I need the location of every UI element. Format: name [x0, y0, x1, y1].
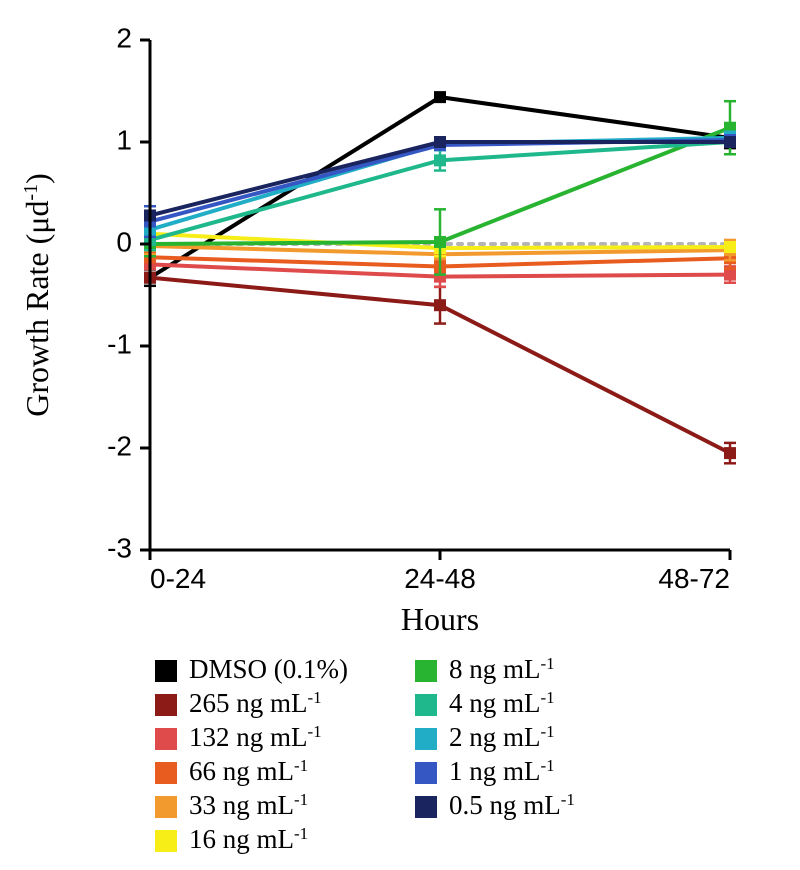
- legend-label: 66 ng mL-1: [189, 756, 308, 787]
- legend-swatch: [155, 762, 177, 784]
- legend-label: 4 ng mL-1: [449, 688, 555, 719]
- legend-label: 8 ng mL-1: [449, 654, 555, 685]
- series-marker: [434, 236, 446, 248]
- y-tick-label: 0: [116, 226, 132, 257]
- series-marker: [724, 241, 736, 253]
- series-marker: [434, 299, 446, 311]
- legend-label: 16 ng mL-1: [189, 824, 308, 855]
- series-marker: [724, 269, 736, 281]
- y-tick-label: -3: [107, 532, 132, 563]
- legend-swatch: [415, 762, 437, 784]
- y-tick-label: -1: [107, 328, 132, 359]
- legend-label: 2 ng mL-1: [449, 722, 555, 753]
- legend-label: 1 ng mL-1: [449, 756, 555, 787]
- series-group: [144, 91, 736, 463]
- series-marker: [434, 91, 446, 103]
- series-marker: [434, 154, 446, 166]
- legend-swatch: [155, 660, 177, 682]
- y-tick-label: -2: [107, 430, 132, 461]
- x-tick-label: 48-72: [658, 563, 730, 594]
- y-tick-label: 2: [116, 22, 132, 53]
- legend-label: DMSO (0.1%): [189, 654, 348, 684]
- legend: DMSO (0.1%) 265 ng mL-1132 ng mL-166 ng m…: [155, 654, 575, 855]
- x-tick-label: 24-48: [404, 563, 476, 594]
- x-axis-title: Hours: [401, 601, 479, 637]
- legend-label: 265 ng mL-1: [189, 688, 322, 719]
- legend-swatch: [155, 830, 177, 852]
- legend-swatch: [415, 660, 437, 682]
- legend-swatch: [155, 694, 177, 716]
- x-tick-label: 0-24: [150, 563, 206, 594]
- legend-label: 33 ng mL-1: [189, 790, 308, 821]
- series-marker: [724, 447, 736, 459]
- legend-swatch: [155, 728, 177, 750]
- legend-swatch: [415, 728, 437, 750]
- legend-swatch: [155, 796, 177, 818]
- series-marker: [724, 136, 736, 148]
- legend-swatch: [415, 694, 437, 716]
- legend-label: 132 ng mL-1: [189, 722, 322, 753]
- y-tick-label: 1: [116, 124, 132, 155]
- legend-label: 0.5 ng mL-1: [449, 790, 575, 821]
- legend-swatch: [415, 796, 437, 818]
- y-axis-title: Growth Rate (μd-1): [19, 173, 55, 417]
- series-marker: [434, 136, 446, 148]
